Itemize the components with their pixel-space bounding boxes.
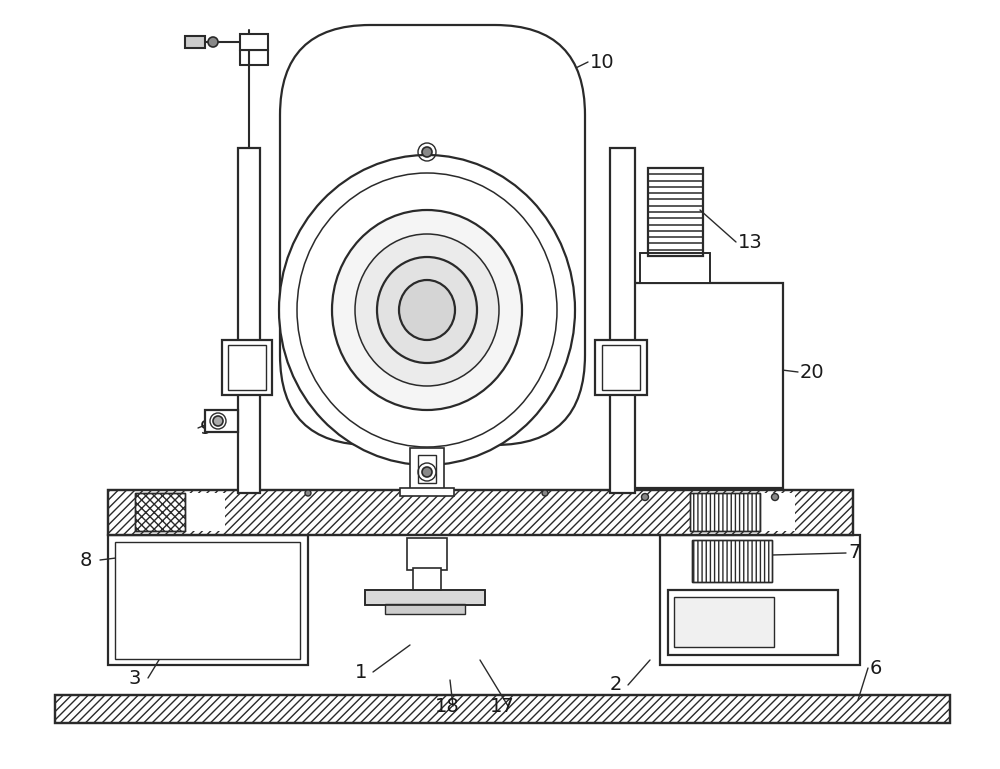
Circle shape xyxy=(422,147,432,157)
Circle shape xyxy=(305,490,311,496)
Circle shape xyxy=(422,467,432,477)
Circle shape xyxy=(772,494,778,501)
Text: 13: 13 xyxy=(738,232,763,251)
Text: 2: 2 xyxy=(610,675,622,694)
Text: 20: 20 xyxy=(800,362,825,381)
Bar xyxy=(410,448,444,492)
Bar xyxy=(610,148,635,493)
Ellipse shape xyxy=(279,155,575,465)
Bar xyxy=(108,535,308,665)
Bar xyxy=(205,410,238,432)
Bar xyxy=(407,538,447,570)
Bar xyxy=(135,493,185,531)
Text: 9: 9 xyxy=(200,418,212,438)
Bar xyxy=(365,590,485,605)
Bar xyxy=(674,597,774,647)
Bar xyxy=(115,542,300,659)
Bar xyxy=(418,455,436,483)
Circle shape xyxy=(542,490,548,496)
Text: 18: 18 xyxy=(435,697,460,715)
Circle shape xyxy=(208,37,218,47)
Bar xyxy=(238,148,260,493)
Bar xyxy=(385,604,465,614)
Bar xyxy=(640,253,710,283)
Bar xyxy=(365,590,485,605)
Bar xyxy=(668,590,838,655)
Bar xyxy=(108,490,853,535)
Bar xyxy=(660,535,860,665)
Bar xyxy=(108,490,853,535)
Text: 6: 6 xyxy=(870,658,882,677)
Bar xyxy=(602,345,640,390)
Bar xyxy=(55,695,950,723)
Bar xyxy=(648,168,703,256)
Bar xyxy=(595,340,647,395)
Ellipse shape xyxy=(332,210,522,410)
Ellipse shape xyxy=(377,257,477,363)
Bar xyxy=(690,493,760,531)
Bar xyxy=(135,493,185,531)
Text: 17: 17 xyxy=(490,697,515,715)
Bar xyxy=(185,36,205,48)
Bar xyxy=(692,540,772,582)
Bar xyxy=(413,568,441,590)
Ellipse shape xyxy=(355,234,499,386)
Bar xyxy=(228,345,266,390)
Bar xyxy=(690,493,760,531)
Text: 8: 8 xyxy=(80,551,92,570)
Bar xyxy=(222,340,272,395)
Text: 10: 10 xyxy=(590,52,615,72)
Circle shape xyxy=(642,494,648,501)
Bar xyxy=(692,540,772,582)
Bar xyxy=(240,34,268,50)
Bar xyxy=(690,493,795,531)
Bar xyxy=(625,283,783,488)
Circle shape xyxy=(213,416,223,426)
FancyBboxPatch shape xyxy=(280,25,585,445)
Bar xyxy=(135,493,225,531)
Bar xyxy=(400,488,454,496)
Ellipse shape xyxy=(399,280,455,340)
Bar xyxy=(55,695,950,723)
Text: 3: 3 xyxy=(128,668,140,687)
Text: 7: 7 xyxy=(848,544,860,562)
Text: 1: 1 xyxy=(355,663,367,681)
Bar xyxy=(640,253,710,283)
Ellipse shape xyxy=(297,173,557,447)
